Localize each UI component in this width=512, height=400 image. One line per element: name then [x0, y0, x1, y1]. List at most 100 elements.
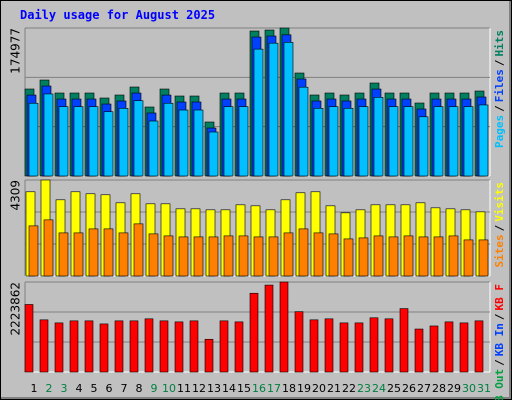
- x-tick-label: 15: [237, 382, 251, 395]
- legend: KB Out / KB In / KB F: [493, 284, 506, 400]
- bar: [463, 106, 474, 177]
- bar: [69, 320, 79, 373]
- x-tick-label: 7: [121, 382, 128, 395]
- legend-entry: KB F: [493, 284, 506, 311]
- bar: [84, 320, 94, 373]
- bar: [298, 228, 309, 277]
- bar: [238, 235, 249, 277]
- bar: [343, 108, 354, 177]
- x-tick-label: 4: [76, 382, 83, 395]
- bar: [103, 111, 114, 177]
- legend-entry: Files: [493, 69, 506, 102]
- legend-entry: Hits: [493, 30, 506, 57]
- bar: [328, 106, 339, 177]
- bar: [294, 311, 304, 373]
- bar: [24, 304, 34, 373]
- bar: [444, 321, 454, 373]
- bar: [459, 322, 469, 373]
- x-tick-label: 18: [282, 382, 296, 395]
- x-tick-label: 31: [477, 382, 491, 395]
- x-tick-label: 9: [151, 382, 158, 395]
- bar: [463, 239, 474, 277]
- bar: [268, 236, 279, 277]
- bar: [118, 232, 129, 277]
- bar: [118, 108, 129, 177]
- bar: [223, 106, 234, 177]
- x-tick-label: 20: [312, 382, 326, 395]
- bar: [193, 236, 204, 277]
- bar: [433, 106, 444, 177]
- legend-separator: /: [493, 313, 506, 320]
- x-tick-label: 26: [402, 382, 416, 395]
- bar: [238, 106, 249, 177]
- legend-entry: Pages: [493, 115, 506, 148]
- bar: [148, 120, 159, 177]
- bar: [43, 93, 54, 177]
- legend-entry: KB Out: [493, 369, 506, 400]
- legend-separator: /: [493, 359, 506, 366]
- bar: [204, 338, 214, 373]
- bar: [193, 109, 204, 177]
- bar: [88, 106, 99, 177]
- y-tick-label: 174977: [9, 28, 23, 74]
- legend-separator: /: [493, 224, 506, 231]
- bar: [388, 106, 399, 177]
- bar: [399, 308, 409, 373]
- bar: [283, 42, 294, 177]
- bar: [369, 317, 379, 373]
- bar: [174, 321, 184, 373]
- bar: [163, 235, 174, 277]
- y-tick-label: 4309: [9, 180, 23, 211]
- x-tick-label: 24: [372, 382, 386, 395]
- bar: [328, 233, 339, 277]
- x-tick-label: 19: [297, 382, 311, 395]
- x-tick-label: 29: [447, 382, 461, 395]
- bar: [264, 284, 274, 373]
- bar: [178, 236, 189, 277]
- y-tick-label: 2223862: [9, 282, 23, 335]
- x-tick-label: 5: [91, 382, 98, 395]
- x-tick-label: 11: [177, 382, 191, 395]
- bar: [219, 320, 229, 373]
- bar: [163, 102, 174, 177]
- bar: [324, 318, 334, 373]
- bar: [58, 106, 69, 177]
- chart-title: Daily usage for August 2025: [20, 8, 215, 22]
- x-tick-label: 16: [252, 382, 266, 395]
- bar: [189, 320, 199, 373]
- bar: [478, 104, 489, 177]
- bar: [354, 322, 364, 373]
- bar: [223, 235, 234, 277]
- bar: [103, 228, 114, 277]
- x-tick-label: 21: [327, 382, 341, 395]
- bar: [28, 102, 39, 177]
- bar: [283, 232, 294, 277]
- legend: Sites / Visits: [493, 182, 506, 268]
- bar: [358, 106, 369, 177]
- bar: [474, 320, 484, 373]
- x-tick-label: 1: [31, 382, 38, 395]
- bar: [58, 232, 69, 277]
- bar: [253, 236, 264, 277]
- x-tick-label: 13: [207, 382, 221, 395]
- x-tick-label: 22: [342, 382, 356, 395]
- bar: [388, 236, 399, 277]
- bar: [403, 235, 414, 277]
- bar: [148, 233, 159, 277]
- bar: [268, 42, 279, 177]
- bar: [208, 236, 219, 277]
- legend: Pages / Files / Hits: [493, 30, 506, 148]
- bar: [373, 235, 384, 277]
- bar: [403, 106, 414, 177]
- legend-entry: KB In: [493, 323, 506, 356]
- bar: [28, 225, 39, 277]
- bar: [433, 236, 444, 277]
- bar: [234, 321, 244, 373]
- bar: [114, 320, 124, 373]
- bar: [39, 319, 49, 373]
- bar: [253, 48, 264, 177]
- x-tick-label: 23: [357, 382, 371, 395]
- bar: [298, 86, 309, 177]
- bar: [448, 235, 459, 277]
